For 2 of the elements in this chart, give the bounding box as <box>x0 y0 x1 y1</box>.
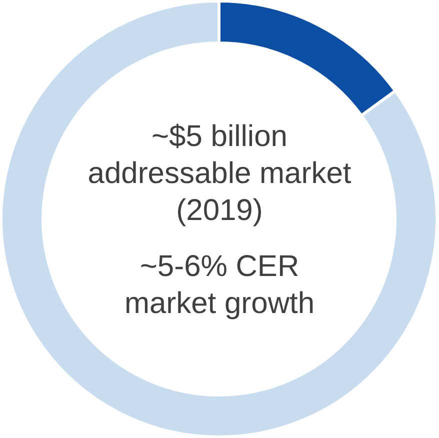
text: ~$5 billion addressable market (2019) <box>86 119 352 229</box>
text: ~5-6% CER market growth <box>123 249 316 322</box>
